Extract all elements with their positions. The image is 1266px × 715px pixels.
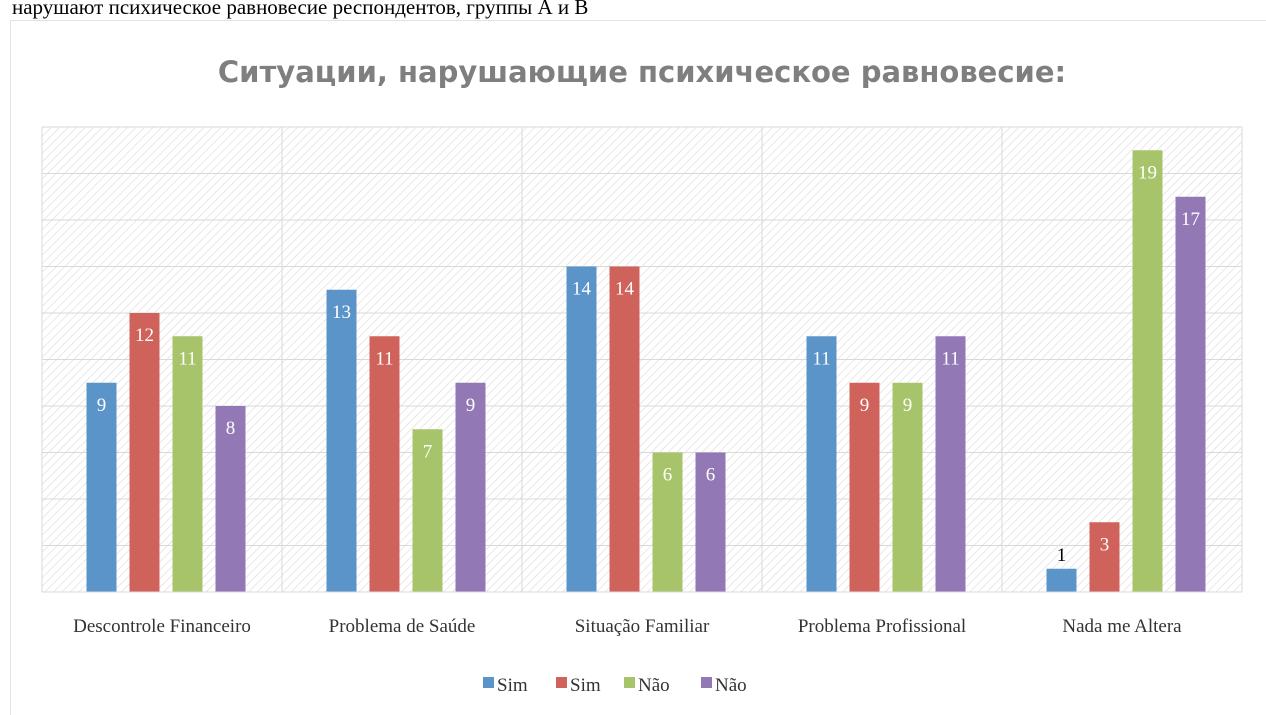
bar <box>609 266 640 592</box>
data-label: 8 <box>226 418 236 439</box>
data-label: 19 <box>1138 162 1157 183</box>
x-tick-label: Problema Profissional <box>798 616 966 637</box>
data-label: 9 <box>466 395 476 416</box>
bar <box>215 406 246 592</box>
data-label: 1 <box>1057 545 1067 566</box>
data-label: 7 <box>423 441 433 462</box>
legend-swatch <box>483 677 494 688</box>
data-label: 12 <box>135 325 154 346</box>
x-tick-label: Descontrole Financeiro <box>73 616 251 637</box>
data-label: 3 <box>1100 534 1110 555</box>
x-tick-label: Situação Familiar <box>575 616 710 637</box>
bar <box>412 429 443 592</box>
bar <box>86 382 117 592</box>
data-label: 6 <box>663 465 673 486</box>
bar <box>1132 150 1163 592</box>
caption: нарушают психическое равновесие респонде… <box>12 0 588 19</box>
data-label: 14 <box>572 279 592 300</box>
chart-border <box>10 20 1266 715</box>
data-label: 14 <box>615 279 635 300</box>
legend-swatch <box>556 677 567 688</box>
bar <box>849 382 880 592</box>
bar <box>172 336 203 592</box>
legend-label: Não <box>638 675 670 696</box>
bar <box>1089 522 1120 592</box>
bar <box>892 382 923 592</box>
data-label: 17 <box>1181 209 1200 230</box>
chart-title: Ситуации, нарушающие психическое равнове… <box>218 55 1066 89</box>
bar <box>369 336 400 592</box>
bar <box>806 336 837 592</box>
data-label: 9 <box>903 395 913 416</box>
bar <box>695 452 726 592</box>
bar <box>455 382 486 592</box>
bar <box>935 336 966 592</box>
data-label: 11 <box>941 348 959 369</box>
legend-label: Sim <box>497 675 528 696</box>
x-tick-label: Nada me Altera <box>1062 616 1182 637</box>
data-label: 11 <box>375 348 393 369</box>
data-label: 9 <box>860 395 870 416</box>
bar <box>1175 196 1206 592</box>
data-label: 11 <box>812 348 830 369</box>
data-label: 6 <box>706 465 716 486</box>
legend-swatch <box>701 677 712 688</box>
data-label: 11 <box>178 348 196 369</box>
legend-swatch <box>624 677 635 688</box>
bar <box>652 452 683 592</box>
legend-label: Sim <box>570 675 601 696</box>
x-tick-label: Problema de Saúde <box>329 616 476 637</box>
bar <box>566 266 597 592</box>
data-label: 9 <box>97 395 107 416</box>
bar <box>129 313 160 592</box>
legend-label: Não <box>715 675 747 696</box>
bar <box>326 289 357 592</box>
data-label: 13 <box>332 302 351 323</box>
bar <box>1046 568 1077 592</box>
